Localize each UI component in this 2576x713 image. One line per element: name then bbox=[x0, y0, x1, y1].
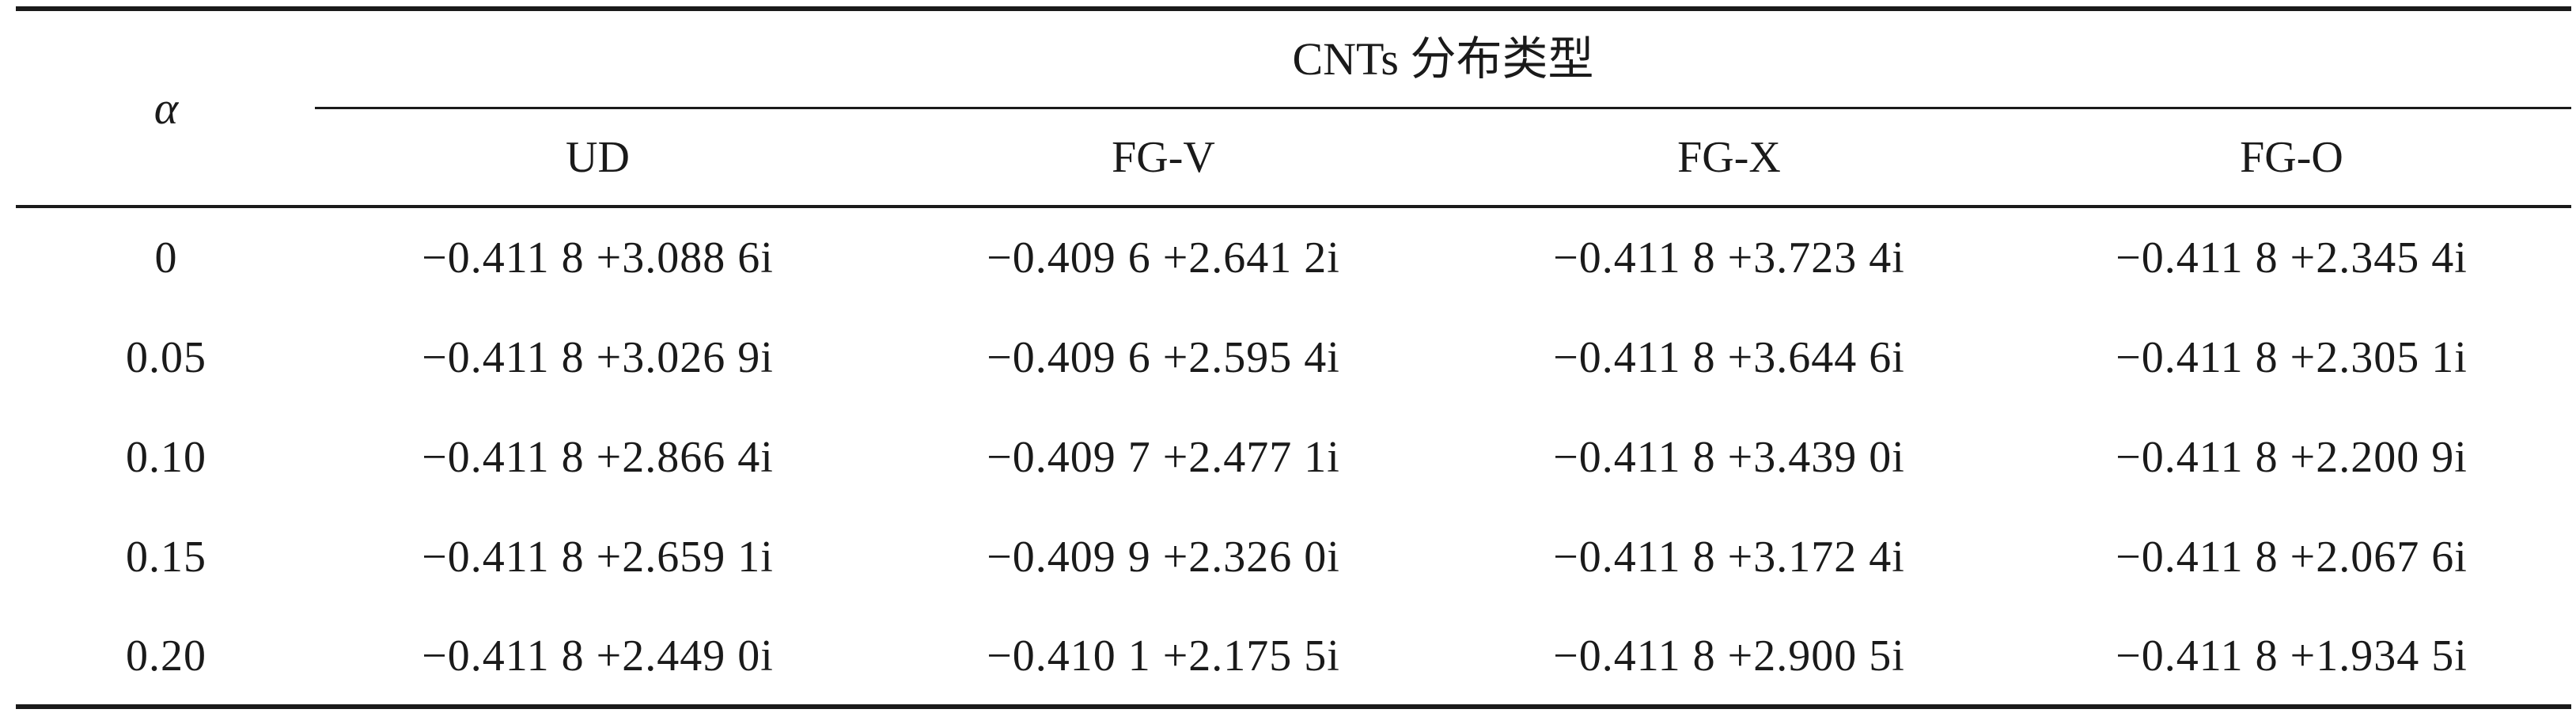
table-cell: −0.411 8 +3.644 6i bbox=[1553, 333, 1905, 382]
table-cell: −0.409 7 +2.477 1i bbox=[987, 433, 1340, 482]
table-cell: −0.411 8 +2.659 1i bbox=[422, 533, 774, 582]
table-cell: −0.411 8 +2.305 1i bbox=[2116, 333, 2468, 382]
table-cell: −0.411 8 +3.172 4i bbox=[1553, 533, 1905, 582]
alpha-value: 0.15 bbox=[126, 533, 206, 582]
header-bottom-rule bbox=[16, 205, 2571, 208]
table-cell: −0.411 8 +2.345 4i bbox=[2116, 233, 2468, 283]
table-cell: −0.411 8 +3.088 6i bbox=[422, 233, 774, 283]
table-cell: −0.411 8 +2.449 0i bbox=[422, 631, 774, 681]
table-cell: −0.411 8 +3.026 9i bbox=[422, 333, 774, 382]
alpha-column-header: α bbox=[153, 82, 179, 134]
table-cell: −0.410 1 +2.175 5i bbox=[987, 631, 1340, 681]
alpha-value: 0 bbox=[154, 233, 178, 283]
table-bottom-rule bbox=[16, 704, 2571, 709]
table-cell: −0.409 6 +2.641 2i bbox=[987, 233, 1340, 283]
table-cell: −0.409 9 +2.326 0i bbox=[987, 533, 1340, 582]
alpha-value: 0.05 bbox=[126, 333, 206, 382]
alpha-value: 0.10 bbox=[126, 433, 206, 482]
alpha-value: 0.20 bbox=[126, 631, 206, 681]
table-cell: −0.411 8 +3.439 0i bbox=[1553, 433, 1905, 482]
table-cell: −0.411 8 +2.866 4i bbox=[422, 433, 774, 482]
table-top-rule bbox=[16, 6, 2571, 11]
table-cell: −0.411 8 +2.067 6i bbox=[2116, 533, 2468, 582]
table-cell: −0.411 8 +3.723 4i bbox=[1553, 233, 1905, 283]
column-header-ud: UD bbox=[566, 132, 630, 182]
column-header-fg-o: FG-O bbox=[2240, 132, 2343, 182]
table-cell: −0.411 8 +2.900 5i bbox=[1553, 631, 1905, 681]
cnts-distribution-group-header: CNTs 分布类型 bbox=[1292, 32, 1594, 85]
group-header-rule bbox=[315, 107, 2571, 109]
table-cell: −0.411 8 +1.934 5i bbox=[2116, 631, 2468, 681]
column-header-fg-x: FG-X bbox=[1677, 132, 1781, 182]
table-cell: −0.409 6 +2.595 4i bbox=[987, 333, 1340, 382]
table-cell: −0.411 8 +2.200 9i bbox=[2116, 433, 2468, 482]
column-header-fg-v: FG-V bbox=[1112, 132, 1215, 182]
